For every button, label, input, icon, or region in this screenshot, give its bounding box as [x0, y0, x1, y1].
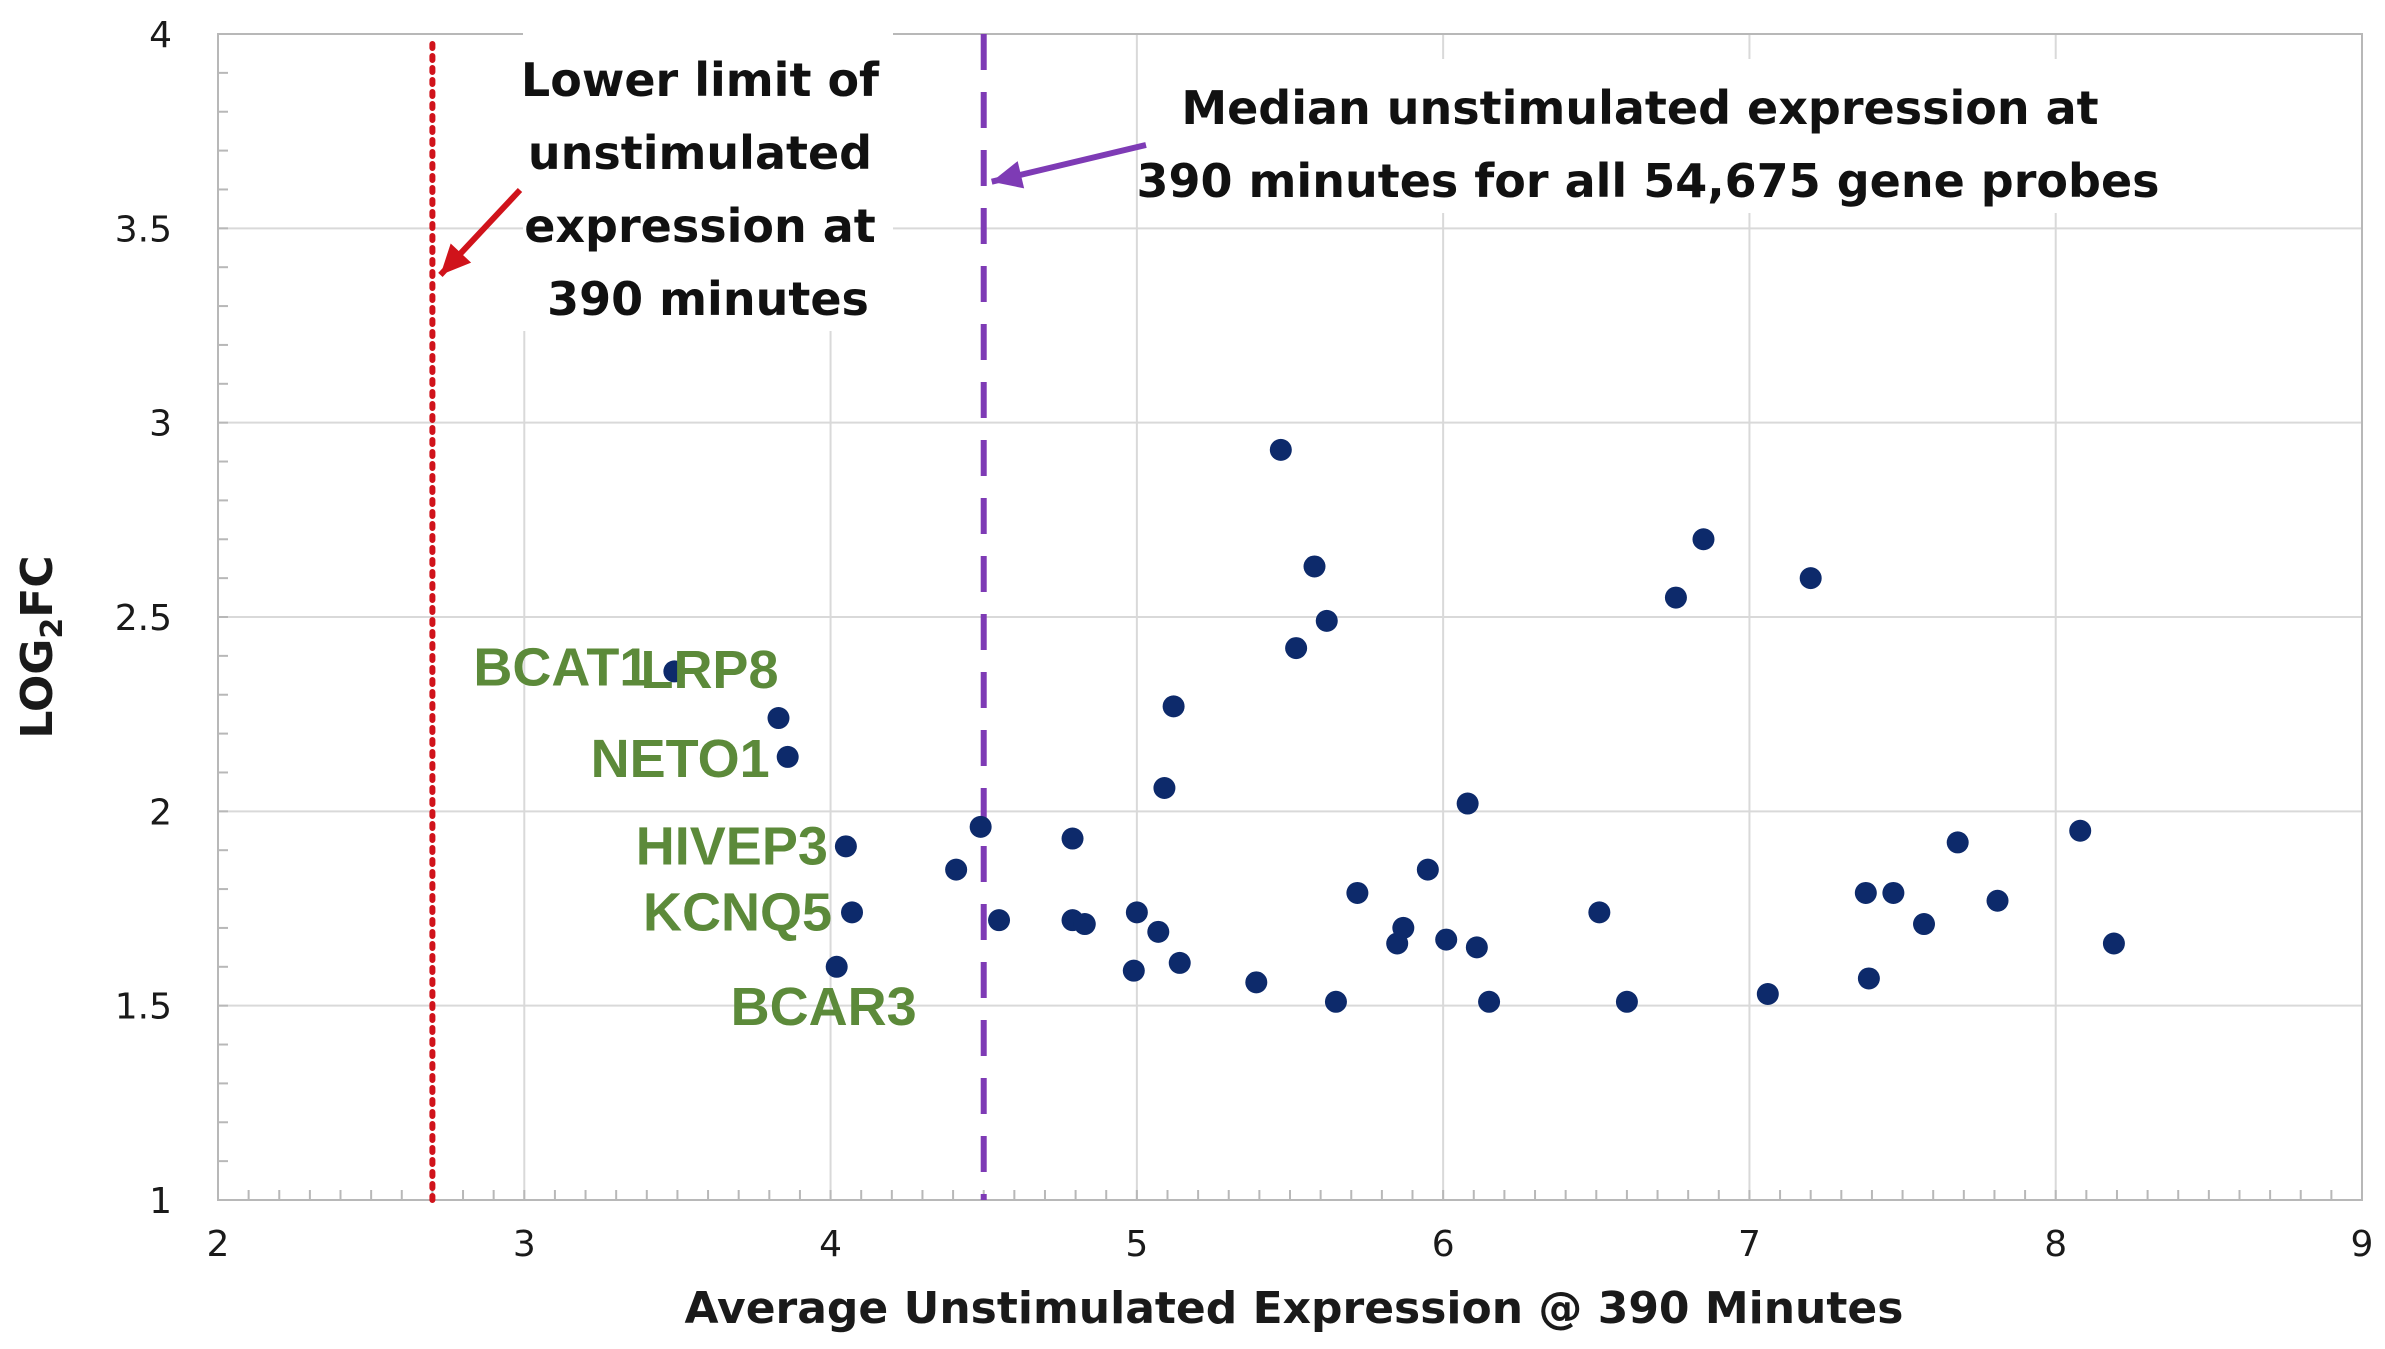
data-point [1269, 438, 1292, 461]
data-point [1986, 889, 2009, 912]
data-point [945, 858, 968, 881]
lower-limit-callout-background [523, 31, 893, 331]
x-tick-label: 3 [513, 1224, 536, 1265]
lower-limit-annotation-line-1: Lower limit of [521, 53, 880, 107]
gene-label-bcar3: BCAR3 [731, 977, 917, 1037]
data-point [1061, 827, 1084, 850]
gene-labels: BCAT1 LRP8 NETO1 HIVEP3 KCNQ5 BCAR3 [473, 638, 916, 1037]
data-point [1303, 555, 1326, 578]
x-axis-title: Average Unstimulated Expression @ 390 Mi… [685, 1283, 1904, 1334]
data-point [834, 835, 857, 858]
gene-label-hivep3: HIVEP3 [636, 816, 828, 876]
data-point [1147, 920, 1170, 943]
data-point [1478, 990, 1501, 1013]
data-point [1315, 609, 1338, 632]
y-tick-label: 3 [149, 404, 172, 445]
y-tick-label: 1 [149, 1181, 172, 1222]
y-axis-title-subscript: 2 [35, 618, 70, 639]
data-point [1073, 913, 1096, 936]
gene-label-neto1: NETO1 [591, 729, 770, 789]
data-point [1692, 528, 1715, 551]
gene-label-kcnq5: KCNQ5 [643, 882, 832, 942]
data-point [969, 815, 992, 838]
lower-limit-arrow-icon [438, 187, 523, 278]
data-point [1857, 967, 1880, 990]
data-point [1664, 586, 1687, 609]
y-axis-title: LOG2FC [12, 555, 70, 738]
data-point [1392, 916, 1415, 939]
data-point [825, 955, 848, 978]
data-point [1162, 695, 1185, 718]
data-point [988, 909, 1011, 932]
x-tick-label: 9 [2351, 1224, 2374, 1265]
gene-label-bcat1: BCAT1 [473, 638, 649, 698]
x-tick-label: 7 [1738, 1224, 1761, 1265]
data-point [1435, 928, 1458, 951]
y-axis-title-end: FC [12, 555, 63, 617]
x-tick-label: 2 [207, 1224, 230, 1265]
data-point [1854, 881, 1877, 904]
data-point [1799, 567, 1822, 590]
plot-area-border [217, 33, 2363, 1201]
data-point [1756, 983, 1779, 1006]
data-point [1285, 637, 1308, 660]
median-arrow-icon [991, 142, 1147, 189]
data-point [1324, 990, 1347, 1013]
y-tick-label: 1.5 [115, 987, 172, 1028]
lower-limit-annotation-line-3: expression at [524, 199, 876, 253]
data-point [1588, 901, 1611, 924]
data-point [1882, 881, 1905, 904]
data-point [1465, 936, 1488, 959]
lower-limit-annotation: Lower limit of unstimulated expression a… [521, 53, 895, 326]
data-point [767, 707, 790, 730]
y-tick-label: 2.5 [115, 598, 172, 639]
data-point [1946, 831, 1969, 854]
data-point [776, 745, 799, 768]
data-point [1125, 901, 1148, 924]
median-annotation-line-2: 390 minutes for all 54,675 gene probes [1136, 154, 2159, 208]
data-point [1346, 881, 1369, 904]
lower-limit-annotation-line-2: unstimulated [528, 126, 872, 180]
data-point [1153, 777, 1176, 800]
y-tick-label: 3.5 [115, 209, 172, 250]
data-point [1168, 951, 1191, 974]
x-axis-tick-labels: 2 3 4 5 6 7 8 9 [207, 1224, 2374, 1265]
y-tick-label: 4 [149, 15, 172, 56]
y-axis-title-main: LOG [12, 639, 63, 739]
data-point [1245, 971, 1268, 994]
data-point [1416, 858, 1439, 881]
y-axis-tick-labels: 1 1.5 2 2.5 3 3.5 4 [115, 15, 172, 1222]
median-annotation: Median unstimulated expression at 390 mi… [1136, 81, 2159, 208]
data-point [1913, 913, 1936, 936]
data-point [841, 901, 864, 924]
data-point [1456, 792, 1479, 815]
x-tick-label: 4 [819, 1224, 842, 1265]
data-point [2069, 819, 2092, 842]
y-tick-label: 2 [149, 792, 172, 833]
data-points [663, 438, 2125, 1013]
data-point [1615, 990, 1638, 1013]
arrow-head [440, 243, 472, 275]
median-annotation-line-1: Median unstimulated expression at [1181, 81, 2098, 135]
x-tick-label: 6 [1432, 1224, 1455, 1265]
gene-label-lrp8: LRP8 [640, 640, 778, 700]
lower-limit-annotation-line-4: 390 minutes [547, 272, 869, 326]
x-tick-label: 8 [2044, 1224, 2067, 1265]
data-point [1122, 959, 1145, 982]
data-point [2102, 932, 2125, 955]
data-point [663, 660, 686, 683]
median-callout-background [1158, 59, 2138, 213]
x-tick-label: 5 [1125, 1224, 1148, 1265]
arrow-head [991, 161, 1025, 189]
